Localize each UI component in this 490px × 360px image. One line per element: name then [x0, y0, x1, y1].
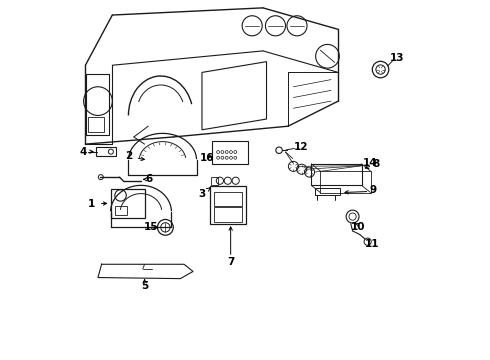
- Text: 12: 12: [294, 142, 308, 152]
- Text: 1: 1: [88, 199, 95, 210]
- Text: 2: 2: [125, 150, 132, 161]
- Text: 14: 14: [363, 158, 377, 168]
- Text: 10: 10: [351, 222, 365, 231]
- Text: 7: 7: [227, 257, 234, 267]
- Text: 15: 15: [144, 222, 158, 232]
- Text: 3: 3: [198, 189, 206, 199]
- Text: 9: 9: [370, 185, 377, 195]
- Text: 5: 5: [141, 281, 148, 291]
- Text: 13: 13: [390, 53, 405, 63]
- Text: 11: 11: [365, 239, 380, 249]
- Text: 8: 8: [372, 159, 380, 169]
- Text: 16: 16: [200, 153, 215, 163]
- Text: 4: 4: [79, 147, 87, 157]
- Text: 6: 6: [145, 174, 152, 184]
